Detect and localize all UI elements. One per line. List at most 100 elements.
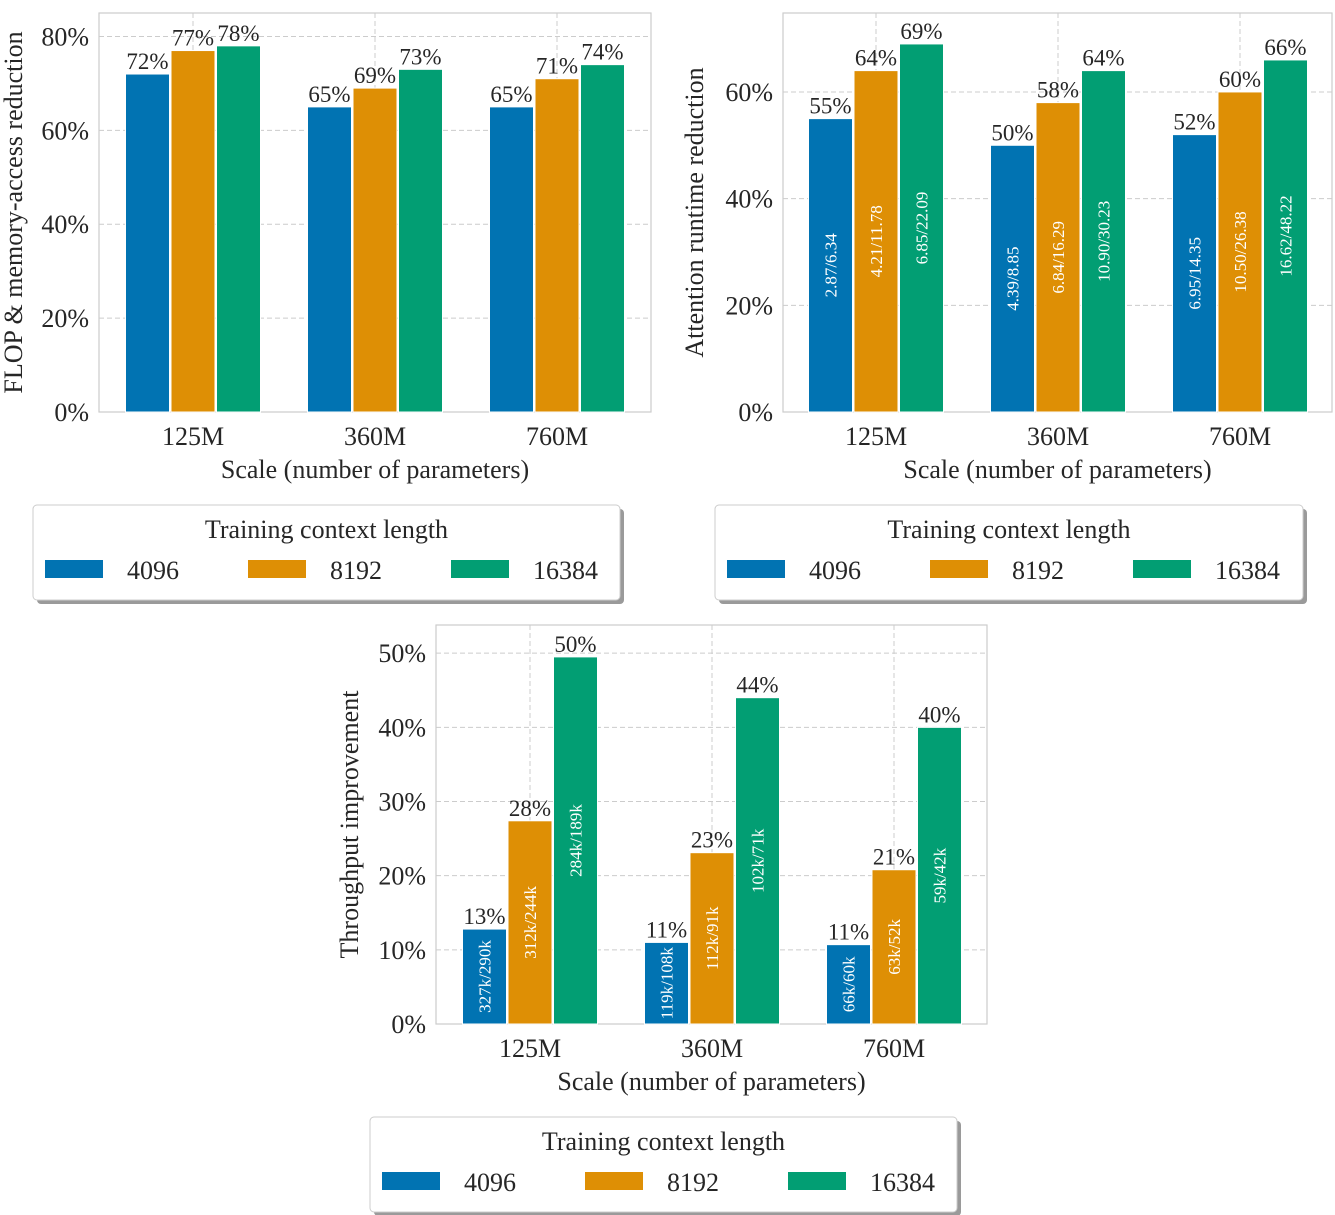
legend-label-8192: 8192 (330, 556, 382, 585)
legend-title: Training context length (887, 515, 1130, 544)
data-label: 60% (1219, 67, 1261, 92)
data-label: 28% (509, 796, 551, 821)
data-label: 74% (581, 40, 623, 65)
data-label: 23% (691, 828, 733, 853)
inner-bar-label: 59k/42k (931, 847, 950, 903)
y-tick-label: 0% (738, 398, 773, 427)
data-label: 50% (554, 632, 596, 657)
bar-4096-360M (644, 941, 689, 1025)
legend-label-16384: 16384 (1215, 556, 1280, 585)
bar-4096-760M (1172, 134, 1217, 413)
inner-bar-label: 6.85/22.09 (913, 192, 932, 265)
data-label: 50% (991, 120, 1033, 145)
data-label: 58% (1037, 78, 1079, 103)
x-tick-label: 125M (162, 422, 224, 451)
legend-label-16384: 16384 (870, 1168, 935, 1197)
y-tick-label: 60% (41, 116, 89, 145)
legend-label-4096: 4096 (809, 556, 861, 585)
bar-8192-760M (534, 78, 580, 413)
bar-16384-125M (899, 43, 944, 413)
x-tick-label: 125M (499, 1034, 561, 1063)
inner-bar-label: 66k/60k (840, 956, 859, 1012)
bar-4096-760M (826, 944, 871, 1025)
data-label: 69% (900, 19, 942, 44)
legend-swatch-4096 (45, 560, 103, 578)
bar-4096-360M (307, 106, 352, 413)
data-label: 44% (736, 673, 778, 698)
x-tick-label: 760M (526, 422, 588, 451)
bar-8192-360M (1035, 102, 1081, 413)
bar-4096-125M (808, 118, 853, 413)
inner-bar-label: 284k/189k (567, 804, 586, 877)
data-label: 21% (873, 845, 915, 870)
legend: Training context length 4096 8192 16384 (714, 504, 1307, 604)
bar-4096-760M (489, 106, 534, 413)
inner-bar-label: 10.50/26.38 (1231, 211, 1250, 292)
data-label: 71% (536, 54, 578, 79)
inner-bar-label: 102k/71k (749, 828, 768, 893)
y-tick-label: 40% (378, 713, 426, 742)
inner-bar-label: 119k/108k (658, 947, 677, 1020)
inner-bar-label: 327k/290k (476, 940, 495, 1013)
bar-8192-125M (853, 70, 899, 413)
legend-swatch-4096 (382, 1172, 440, 1190)
chart-3: 0% 10% 20% 30% 40% 50% 125M 360M 760M 13% 327k/290… (335, 624, 988, 1215)
legend-swatch-16384 (1133, 560, 1191, 578)
x-axis-label: Scale (number of parameters) (903, 455, 1211, 484)
bar-8192-360M (689, 852, 735, 1025)
data-label: 77% (172, 26, 214, 51)
x-tick-label: 360M (681, 1034, 743, 1063)
data-label: 69% (354, 63, 396, 88)
y-tick-label: 80% (41, 22, 89, 51)
data-label: 40% (918, 702, 960, 727)
data-label: 64% (1082, 46, 1124, 71)
legend-label-4096: 4096 (127, 556, 179, 585)
legend-swatch-8192 (930, 560, 988, 578)
bar-8192-360M (352, 87, 398, 413)
bar-16384-360M (398, 68, 443, 413)
bar-16384-760M (580, 64, 625, 413)
bar-8192-760M (1217, 91, 1263, 413)
data-label: 11% (828, 920, 869, 945)
x-tick-label: 760M (863, 1034, 925, 1063)
data-label: 66% (1264, 35, 1306, 60)
bar-16384-760M (1263, 59, 1308, 413)
y-axis-label: FLOP & memory-access reduction (0, 31, 28, 393)
legend-label-4096: 4096 (464, 1168, 516, 1197)
y-axis-label: Attention runtime reduction (680, 67, 709, 357)
inner-bar-label: 63k/52k (885, 919, 904, 975)
chart-1: 0% 20% 40% 60% 80% 125M 360M 760M 72% 65% 65% 77% 69… (0, 12, 652, 604)
x-tick-label: 125M (845, 422, 907, 451)
y-tick-label: 30% (378, 788, 426, 817)
bar-4096-360M (990, 144, 1035, 413)
data-label: 11% (646, 917, 687, 942)
legend: Training context length 4096 8192 16384 (32, 504, 624, 604)
y-tick-label: 50% (378, 639, 426, 668)
inner-bar-label: 4.21/11.78 (867, 205, 886, 277)
legend-title: Training context length (205, 515, 448, 544)
inner-bar-label: 2.87/6.34 (822, 233, 841, 298)
legend-swatch-8192 (248, 560, 306, 578)
y-axis-label: Throughput improvement (335, 690, 364, 959)
inner-bar-label: 16.62/48.22 (1277, 195, 1296, 276)
bar-16384-360M (1081, 70, 1126, 413)
legend-label-16384: 16384 (533, 556, 598, 585)
data-label: 55% (809, 94, 851, 119)
legend-swatch-16384 (451, 560, 509, 578)
data-label: 52% (1173, 110, 1215, 135)
bar-16384-360M (735, 697, 780, 1025)
x-tick-label: 360M (344, 422, 406, 451)
bar-8192-760M (871, 869, 917, 1025)
y-tick-label: 20% (725, 291, 773, 320)
legend-swatch-16384 (788, 1172, 846, 1190)
inner-bar-label: 6.84/16.29 (1049, 221, 1068, 294)
data-label: 65% (308, 82, 350, 107)
x-axis-label: Scale (number of parameters) (557, 1067, 865, 1096)
legend-swatch-8192 (585, 1172, 643, 1190)
bar-8192-125M (170, 50, 216, 413)
inner-bar-label: 10.90/30.23 (1095, 201, 1114, 282)
y-tick-label: 60% (725, 78, 773, 107)
y-tick-label: 20% (378, 862, 426, 891)
data-label: 72% (126, 49, 168, 74)
